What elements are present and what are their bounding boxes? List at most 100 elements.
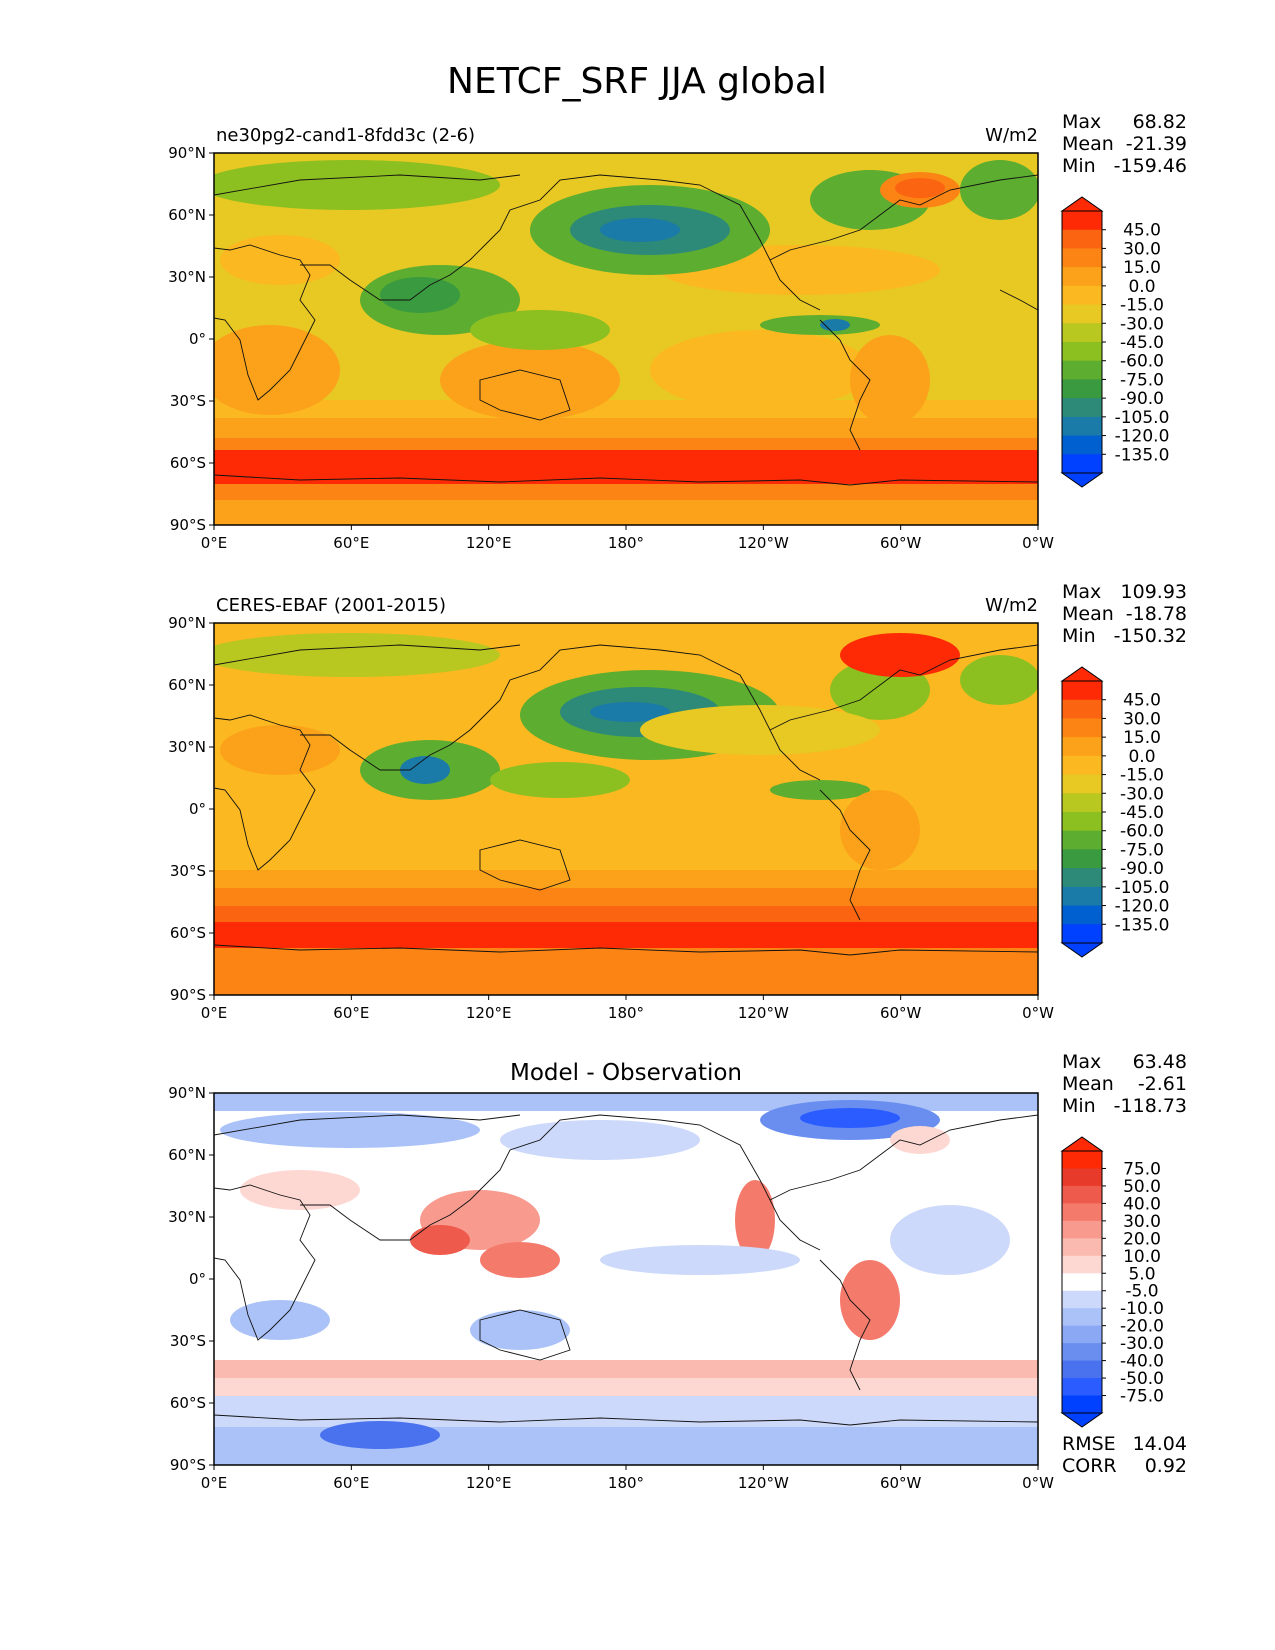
panel-difference: Model - Observation	[213, 1060, 1187, 1477]
mean-value: -18.78	[1126, 603, 1187, 625]
max-value: 68.82	[1133, 111, 1187, 133]
y-tick-label: 0°	[189, 800, 206, 818]
y-tick-label: 30°N	[168, 1208, 206, 1226]
colorbar-segment	[1062, 1238, 1102, 1257]
x-tick-label: 60°W	[880, 534, 922, 552]
coastlines	[214, 174, 1038, 486]
colorbar-segment	[1062, 285, 1102, 306]
panel-observation: CERES-EBAF (2001-2015) W/m2	[213, 595, 1039, 996]
y-tick-label: 90°S	[170, 516, 206, 534]
colorbar-segment	[1062, 1325, 1102, 1344]
x-tick-label: 0°W	[1022, 534, 1054, 552]
colorbar-label: 40.0	[1123, 1194, 1161, 1214]
colorbar-segment	[1062, 1203, 1102, 1222]
x-tick-label: 120°W	[738, 1474, 789, 1492]
panel-units: W/m2	[985, 595, 1038, 616]
y-tick-label: 30°S	[170, 392, 206, 410]
corr-label: CORR	[1062, 1455, 1117, 1477]
y-tick-label: 90°N	[168, 614, 206, 632]
colorbar-label: 0.0	[1128, 277, 1155, 297]
y-tick-label: 60°S	[170, 924, 206, 942]
x-tick-label: 180°	[608, 1474, 644, 1492]
panel-units: W/m2	[985, 125, 1038, 146]
x-tick-label: 120°E	[466, 1474, 512, 1492]
colorbar-extend-max	[1060, 1136, 1104, 1152]
colorbar-segment	[1062, 454, 1102, 474]
colorbar-segment	[1062, 737, 1102, 757]
colorbar-label: 0.0	[1128, 747, 1155, 767]
y-tick-label: 60°S	[170, 1394, 206, 1412]
x-tick-label: 120°W	[738, 534, 789, 552]
colorbar-segment	[1062, 398, 1102, 418]
colorbar-label: -15.0	[1120, 766, 1164, 786]
min-label: Min	[1062, 625, 1096, 647]
colorbar-label: 20.0	[1123, 1229, 1161, 1249]
colorbar-segment	[1062, 1168, 1102, 1187]
colorbar-segment	[1062, 416, 1102, 437]
panel-left-title: CERES-EBAF (2001-2015)	[216, 595, 446, 616]
colorbar-label: -120.0	[1115, 427, 1170, 447]
colorbar-segment	[1062, 1378, 1102, 1397]
colorbar-label: -75.0	[1120, 840, 1164, 860]
colorbar-segment	[1062, 211, 1102, 231]
y-tick-label: 90°S	[170, 1456, 206, 1474]
mean-label: Mean	[1062, 133, 1114, 155]
colorbar-segment	[1062, 774, 1102, 794]
colorbar-extend-max	[1060, 196, 1104, 212]
colorbar-segment	[1062, 755, 1102, 776]
colorbar-label: -75.0	[1120, 370, 1164, 390]
colorbar-label: -5.0	[1125, 1282, 1158, 1302]
colorbar-label: -120.0	[1115, 897, 1170, 917]
colorbar-segment	[1062, 360, 1102, 380]
y-tick-label: 90°S	[170, 986, 206, 1004]
x-tick-label: 60°W	[880, 1474, 922, 1492]
y-tick-label: 30°S	[170, 862, 206, 880]
colorbar-label: 30.0	[1123, 1212, 1161, 1232]
colorbar-label: -135.0	[1115, 445, 1170, 465]
min-value: -118.73	[1114, 1095, 1187, 1117]
panel-center-title: Model - Observation	[510, 1060, 742, 1086]
colorbar-segment	[1062, 435, 1102, 455]
y-tick-label: 60°N	[168, 1146, 206, 1164]
max-value: 109.93	[1121, 581, 1187, 603]
min-label: Min	[1062, 155, 1096, 177]
colorbar-segment	[1062, 229, 1102, 249]
colorbar-label: -30.0	[1120, 314, 1164, 334]
colorbar-label: 5.0	[1128, 1264, 1155, 1284]
colorbar-segment	[1062, 304, 1102, 324]
colorbar-segment	[1062, 1151, 1102, 1169]
colorbar-label: 45.0	[1123, 221, 1161, 241]
colorbar-segment	[1062, 1360, 1102, 1379]
colorbar-segment	[1062, 905, 1102, 925]
colorbar-label: -20.0	[1120, 1317, 1164, 1337]
colorbar-segment	[1062, 1343, 1102, 1362]
colorbar-segment	[1062, 267, 1102, 287]
x-tick-label: 180°	[608, 534, 644, 552]
map-field	[214, 1093, 1038, 1465]
colorbar-label: 10.0	[1123, 1247, 1161, 1267]
generated-annotations: 90°N60°N30°N0°30°S60°S90°S0°E 60°E 120°E 18…	[168, 111, 1187, 1492]
mean-value: -21.39	[1126, 133, 1187, 155]
colorbar-segment	[1062, 1273, 1102, 1292]
colorbar-label: -15.0	[1120, 296, 1164, 316]
rmse-value: 14.04	[1133, 1433, 1187, 1455]
colorbar-segment	[1062, 1290, 1102, 1309]
x-tick-label: 60°E	[333, 1004, 369, 1022]
x-tick-label: 0°E	[201, 1004, 228, 1022]
colorbar-segment	[1062, 886, 1102, 907]
colorbar-label: -30.0	[1120, 1334, 1164, 1354]
max-value: 63.48	[1133, 1051, 1187, 1073]
colorbar-label: 30.0	[1123, 709, 1161, 729]
coastlines	[214, 1114, 1038, 1426]
colorbar-segment	[1062, 681, 1102, 701]
x-tick-label: 0°E	[201, 1474, 228, 1492]
colorbar-extend-min	[1060, 1412, 1104, 1428]
colorbar-segment	[1062, 868, 1102, 888]
max-label: Max	[1062, 581, 1101, 603]
y-tick-label: 30°N	[168, 268, 206, 286]
colorbar-segment	[1062, 699, 1102, 719]
colorbar-label: -50.0	[1120, 1369, 1164, 1389]
y-tick-label: 30°S	[170, 1332, 206, 1350]
panel-left-title: ne30pg2-cand1-8fdd3c (2-6)	[216, 125, 475, 146]
colorbar-label: -105.0	[1115, 408, 1170, 428]
